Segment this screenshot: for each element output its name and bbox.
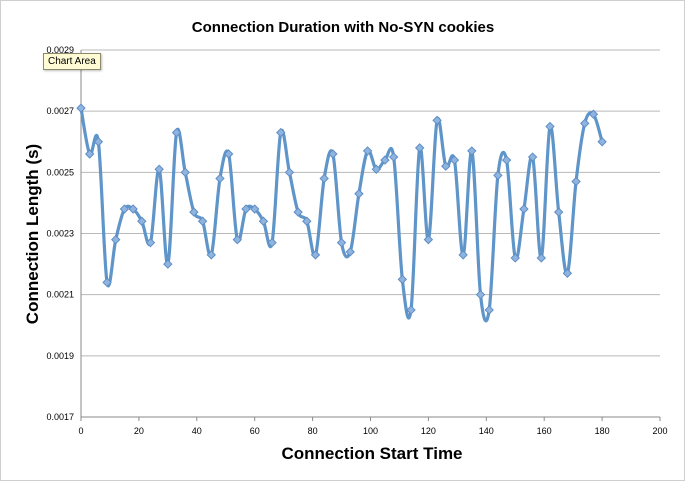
data-point[interactable]	[241, 204, 251, 214]
data-point[interactable]	[354, 189, 364, 199]
data-point[interactable]	[102, 277, 112, 288]
data-point[interactable]	[328, 149, 338, 159]
data-point[interactable]	[415, 143, 425, 153]
y-axis-title: Connection Length (s)	[23, 144, 42, 324]
x-tick-label: 140	[479, 426, 494, 436]
data-point[interactable]	[441, 161, 451, 171]
data-point[interactable]	[249, 204, 260, 214]
data-point[interactable]	[336, 237, 347, 248]
data-point[interactable]	[432, 115, 442, 126]
x-tick-label: 80	[308, 426, 318, 436]
data-point[interactable]	[319, 173, 329, 184]
data-point[interactable]	[553, 207, 564, 217]
data-point[interactable]	[588, 109, 599, 119]
x-axis-title: Connection Start Time	[281, 444, 462, 463]
data-point[interactable]	[345, 247, 355, 257]
data-point[interactable]	[302, 216, 312, 226]
x-tick-label: 180	[595, 426, 610, 436]
x-tick-label: 200	[652, 426, 667, 436]
data-point[interactable]	[276, 127, 286, 138]
data-point[interactable]	[93, 137, 104, 147]
data-point[interactable]	[527, 152, 538, 162]
series-line[interactable]	[79, 106, 604, 323]
y-tick-label: 0.0017	[46, 412, 74, 422]
x-tick-label: 40	[192, 426, 202, 436]
data-point[interactable]	[163, 259, 173, 269]
data-point[interactable]	[267, 237, 277, 248]
data-point[interactable]	[215, 173, 225, 184]
data-point[interactable]	[467, 146, 477, 156]
data-point[interactable]	[449, 155, 460, 165]
data-point[interactable]	[137, 216, 147, 226]
data-point[interactable]	[84, 149, 95, 159]
x-tick-label: 160	[537, 426, 552, 436]
data-point[interactable]	[310, 250, 321, 260]
data-point[interactable]	[562, 268, 573, 278]
chart-title: Connection Duration with No-SYN cookies	[192, 19, 495, 36]
y-tick-label: 0.0021	[46, 290, 74, 300]
chart-area-tooltip: Chart Area	[43, 53, 101, 70]
data-point[interactable]	[493, 170, 503, 181]
data-point[interactable]	[458, 250, 468, 260]
data-point[interactable]	[501, 155, 512, 165]
y-tick-label: 0.0029	[46, 45, 74, 55]
data-point[interactable]	[484, 305, 494, 315]
data-point[interactable]	[171, 127, 182, 138]
data-point[interactable]	[76, 103, 86, 113]
y-tick-label: 0.0027	[46, 106, 74, 116]
data-point[interactable]	[475, 289, 486, 300]
data-point[interactable]	[380, 155, 390, 165]
data-point[interactable]	[180, 167, 190, 178]
data-point[interactable]	[397, 274, 408, 285]
data-point[interactable]	[232, 234, 243, 245]
data-point[interactable]	[206, 250, 216, 260]
x-tick-label: 120	[421, 426, 436, 436]
data-point[interactable]	[119, 204, 130, 214]
data-point[interactable]	[293, 207, 303, 217]
y-tick-label: 0.0025	[46, 167, 74, 177]
x-tick-label: 20	[134, 426, 144, 436]
data-point[interactable]	[284, 167, 295, 178]
data-point[interactable]	[128, 204, 138, 214]
data-point[interactable]	[258, 216, 269, 226]
data-point[interactable]	[362, 146, 373, 156]
data-point[interactable]	[580, 118, 590, 129]
x-tick-labels: 0 20 40 60 80 100 120 140 160 180 200	[78, 417, 668, 436]
data-point[interactable]	[510, 253, 520, 263]
gridlines	[81, 49, 660, 357]
series-markers[interactable]	[76, 103, 607, 315]
data-point[interactable]	[423, 234, 434, 245]
data-point[interactable]	[223, 149, 234, 159]
data-point[interactable]	[545, 121, 555, 132]
data-point[interactable]	[371, 164, 381, 174]
data-point[interactable]	[388, 152, 399, 162]
data-point[interactable]	[197, 216, 208, 226]
data-point[interactable]	[536, 253, 547, 263]
y-tick-labels: 0.0017 0.0019 0.0021 0.0023 0.0025 0.0027 0.00…	[46, 45, 74, 422]
x-tick-label: 60	[250, 426, 260, 436]
y-tick-label: 0.0019	[46, 351, 74, 361]
data-point[interactable]	[189, 207, 199, 217]
data-point[interactable]	[597, 137, 607, 147]
data-point[interactable]	[519, 204, 529, 214]
x-tick-label: 100	[363, 426, 378, 436]
x-tick-label: 0	[78, 426, 83, 436]
data-point[interactable]	[145, 237, 156, 248]
y-tick-label: 0.0023	[46, 229, 74, 239]
data-point[interactable]	[571, 176, 581, 187]
data-point[interactable]	[111, 234, 121, 245]
data-point[interactable]	[154, 164, 164, 174]
data-point[interactable]	[406, 305, 416, 315]
